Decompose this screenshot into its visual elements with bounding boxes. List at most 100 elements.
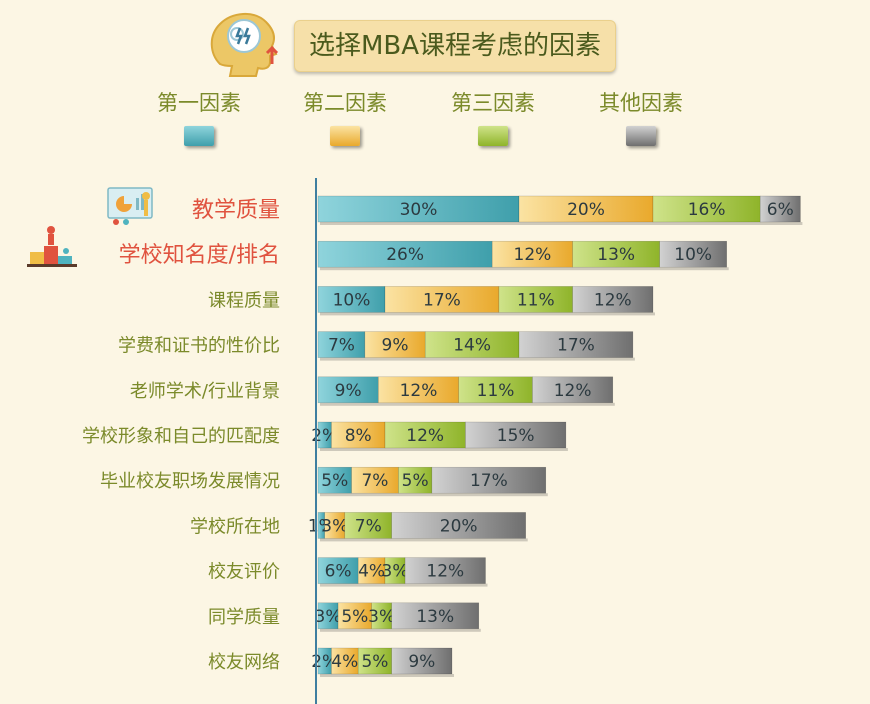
bar-segment [759,195,801,223]
legend-label: 第一因素 [157,91,241,115]
data-label: 12% [406,426,444,446]
category-label: 教学质量 [192,198,280,223]
data-label: 11% [477,381,515,401]
legend-item-other: 其他因素 [581,88,701,146]
category-label: 课程质量 [208,290,280,311]
bar-segment [317,286,386,313]
bar-segment [344,512,392,539]
data-label: 8% [345,426,372,446]
data-label: 4% [358,562,385,582]
bar-shadow [320,674,454,677]
bar-shadow [320,583,488,587]
bar-shadow [320,402,615,406]
bar-segment [391,512,526,539]
bar-segment [317,376,379,404]
data-label: 5% [402,471,429,491]
data-label: 14% [453,336,491,356]
data-label: 17% [423,290,461,310]
bar-segment [659,240,727,268]
data-label: 6% [325,562,352,582]
data-label: 15% [497,426,535,446]
data-label: 10% [674,245,712,265]
legend-label: 第二因素 [303,91,387,115]
legend-item-third: 第三因素 [433,88,553,146]
data-label: 12% [514,245,552,265]
legend-swatch-third [478,126,508,146]
data-label: 17% [557,336,595,356]
data-label: 4% [331,652,358,672]
data-label: 5% [361,652,388,672]
bar-segment [317,195,520,223]
bar-shadow [320,493,548,497]
data-label: 12% [594,290,632,310]
bar-shadow [320,312,655,316]
data-label: 9% [335,381,362,401]
bar-shadow [320,267,729,271]
category-label: 校友网络 [208,652,280,673]
data-label: 30% [400,200,438,220]
data-label: 7% [361,471,388,491]
bar-segment [431,466,547,494]
data-label: 3% [382,562,409,582]
data-label: 3% [315,607,342,627]
legend-item-second: 第二因素 [285,88,405,146]
bar-shadow [320,222,803,225]
category-label: 老师学术/行业背景 [130,381,280,402]
bar-segment [351,466,399,494]
category-label: 学校形象和自己的匹配度 [82,426,280,447]
bar-segment [378,376,459,404]
title-area: 选择MBA课程考虑的因素 [206,6,666,78]
data-label: 17% [470,471,508,491]
ranking-podium-icon [27,226,77,267]
bar-segment [532,376,614,404]
data-label: 20% [567,200,605,220]
bar-shadow [320,538,528,542]
legend-label: 其他因素 [599,91,683,115]
data-label: 10% [333,290,371,310]
data-label: 5% [321,471,348,491]
data-label: 3% [368,607,395,627]
data-label: 6% [767,200,794,220]
bar-segment [404,557,486,584]
data-label: 13% [416,607,454,627]
bar-segment [491,240,573,268]
legend-item-first: 第一因素 [139,88,259,146]
bar-segment [498,286,573,313]
bar-segment [572,286,654,313]
bar-segment [424,331,520,358]
data-label: 5% [341,607,368,627]
bar-segment [331,647,359,675]
category-label: 学校知名度/排名 [119,243,280,268]
bar-segment [317,466,352,494]
data-label: 9% [408,652,435,672]
category-label: 学费和证书的性价比 [118,336,280,357]
data-label: 12% [554,381,592,401]
bar-shadow [320,357,635,361]
bar-segment [652,195,761,223]
legend-swatch-other [626,126,656,146]
data-label: 20% [440,516,478,536]
category-label: 学校所在地 [190,516,280,537]
bar-segment [518,331,634,358]
data-label: 16% [688,200,726,220]
data-label: 12% [426,562,464,582]
data-label: 7% [355,516,382,536]
bar-shadow [320,448,568,451]
data-label: 7% [328,336,355,356]
bar-segment [384,421,466,449]
bar-segment [572,240,660,268]
teaching-presentation-icon [107,187,153,225]
bar-segment [465,421,567,449]
legend-swatch-first [184,126,214,146]
legend-label: 第三因素 [451,91,535,115]
thinking-head-icon [210,13,279,77]
bar-segment [331,421,386,449]
data-label: 3% [321,516,348,536]
bar-segment [384,286,500,313]
bar-segment [391,647,453,675]
data-label: 9% [382,336,409,356]
bar-segment [317,240,493,268]
data-label: 26% [386,245,424,265]
bar-shadow [320,628,481,632]
